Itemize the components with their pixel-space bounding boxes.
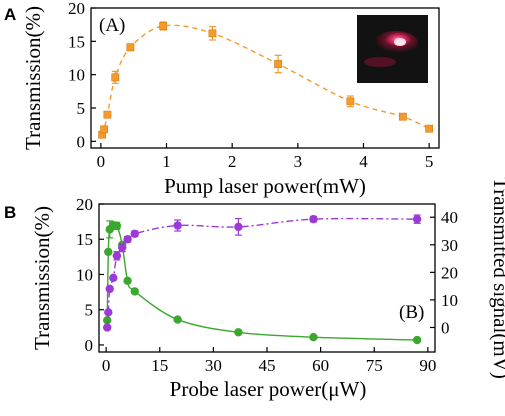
panel-b-series-2-point [118, 243, 127, 252]
panel-a-xlabel: Pump laser power(mW) [164, 174, 366, 198]
panel-b-y2tick-label: 30 [441, 236, 458, 255]
panel-b-series-2-line [106, 217, 418, 328]
panel-a-ytick-label: 15 [68, 32, 85, 51]
panel-a-point [208, 29, 217, 38]
panel-a-xtick-label: 3 [294, 152, 303, 171]
panel-b-xtick-label: 15 [151, 356, 168, 375]
panel-a-point [425, 124, 434, 133]
panel-a-ytick-label: 0 [77, 132, 86, 151]
panel-b-series-2-point [103, 323, 112, 332]
panel-a-xtick-label: 5 [425, 152, 434, 171]
panel-a-point [398, 112, 407, 121]
panel-b-tag: (B) [399, 302, 424, 323]
panel-b-series-2-point [123, 235, 132, 244]
panel-b-series-2-point [105, 284, 114, 294]
panel-a-plot [98, 21, 434, 139]
panel-b-xtick-label: 45 [259, 356, 276, 375]
panel-a-point [103, 110, 112, 119]
panel-b-frame [98, 203, 436, 353]
panel-b-ytick-label: 10 [76, 265, 93, 284]
panel-b-ylabel: Transmission(%) [30, 206, 54, 350]
panel-a-xtick-label: 0 [97, 152, 106, 171]
panel-b-y2tick-label: 20 [441, 263, 458, 282]
panel-a-point [126, 43, 135, 52]
panel-b-series-2-point [109, 273, 118, 283]
panel-a-ytick-label: 10 [68, 66, 85, 85]
panel-b-series-1-point [173, 315, 182, 324]
panel-b-xtick-label: 0 [102, 356, 111, 375]
panel-a-ytick-label: 5 [77, 99, 86, 118]
panel-b-series-1-point [309, 333, 318, 342]
panel-b-y2tick-label: 0 [441, 318, 450, 337]
panel-b-series-1-point [104, 247, 113, 257]
panel-b-series-2-point [309, 214, 318, 224]
panel-a-point [274, 60, 283, 68]
panel-b-letter: B [4, 203, 16, 222]
panel-a-inset-photo [357, 15, 428, 83]
panel-b-axes: 0 15 30 45 60 75 90 0 5 10 15 20 0 10 20 30 40 [76, 195, 458, 375]
panel-b-ytick-label: 20 [76, 195, 93, 214]
panel-a-point [346, 97, 355, 106]
panel-b-series-1-point [123, 276, 132, 286]
panel-a-axes: 0 1 2 3 4 5 0 5 10 15 20 [68, 0, 433, 171]
panel-a: A (A) 0 1 2 3 4 5 0 5 10 15 20 Pump laser power(mW… [4, 0, 440, 198]
panel-b-series-1-point [234, 328, 243, 337]
panel-b-series-1-point [130, 287, 139, 296]
panel-a-letter: A [4, 5, 16, 24]
panel-a-tag: (A) [99, 15, 125, 36]
panel-b-y2label: Transmitted signal(mV) [489, 177, 505, 379]
panel-b-xtick-label: 90 [419, 356, 436, 375]
panel-b-series-1-line [106, 223, 418, 341]
panel-b-xtick-label: 60 [312, 356, 329, 375]
panel-b: B (B) 0 15 30 45 60 75 90 0 5 10 15 20 0 10 20 30 40 Pro… [4, 177, 505, 401]
panel-b-xtick-label: 30 [205, 356, 222, 375]
panel-a-ytick-label: 20 [68, 0, 85, 18]
panel-b-series-2-point [412, 214, 422, 224]
panel-b-series-1-point [103, 316, 112, 325]
panel-b-y2tick-label: 10 [441, 291, 458, 310]
panel-b-series-2-point [173, 221, 182, 230]
panel-b-y2tick-label: 40 [441, 208, 458, 227]
panel-a-xtick-label: 2 [228, 152, 237, 171]
panel-b-ytick-label: 5 [85, 301, 94, 320]
panel-a-point [111, 73, 120, 82]
panel-b-series-2-point [234, 222, 243, 232]
panel-b-series-1-point [412, 335, 422, 345]
panel-b-xlabel: Probe laser power(μW) [170, 377, 367, 401]
panel-b-ytick-label: 0 [85, 336, 94, 355]
panel-a-point [159, 22, 168, 30]
panel-b-series-2-point [130, 229, 139, 238]
panel-b-series-2-point [104, 308, 113, 317]
panel-b-ytick-label: 15 [76, 230, 93, 249]
panel-b-series-1-point [112, 221, 122, 231]
panel-b-plot [103, 214, 422, 345]
panel-b-series-2-point [112, 251, 122, 261]
panel-b-xtick-label: 75 [366, 356, 383, 375]
panel-a-xtick-label: 1 [162, 152, 171, 171]
panel-a-point [100, 125, 109, 134]
panel-a-xtick-label: 4 [359, 152, 368, 171]
panel-a-frame [90, 7, 440, 149]
panel-a-ylabel: Transmission(%) [21, 6, 45, 150]
